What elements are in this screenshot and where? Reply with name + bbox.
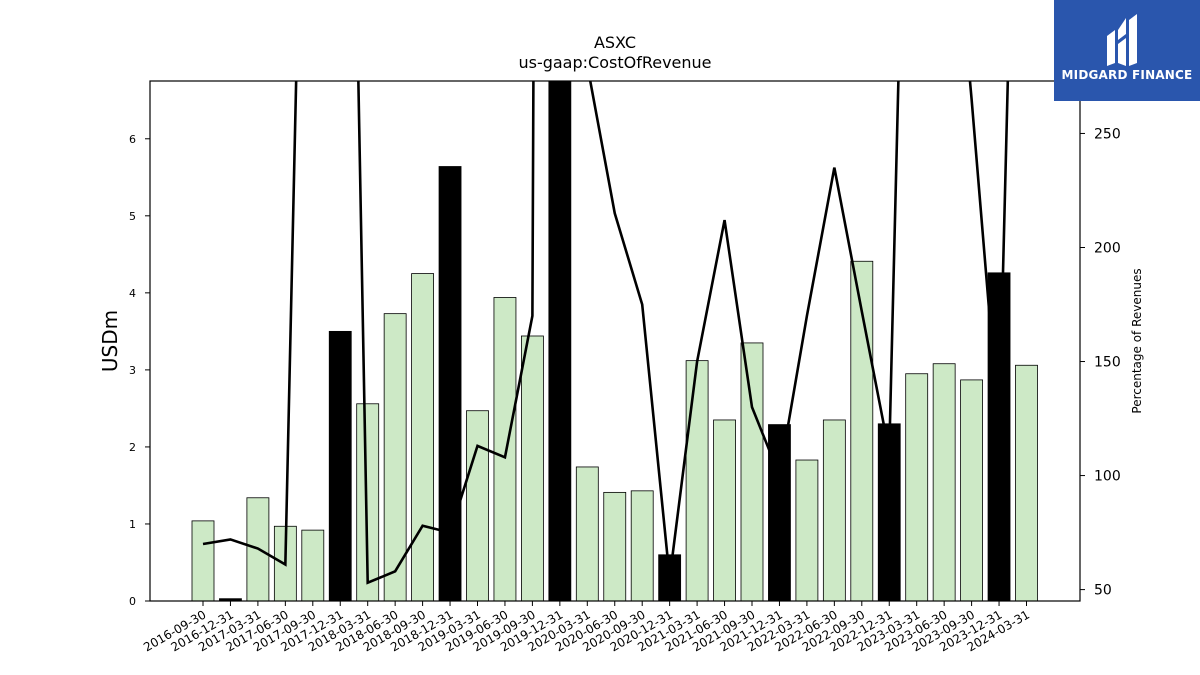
bar-2023-03-31 <box>905 373 929 601</box>
percentage-line <box>202 81 1010 585</box>
chart-subtitle: us-gaap:CostOfRevenue <box>518 53 711 72</box>
bar-2018-03-31 <box>356 403 380 601</box>
bar-2022-03-31 <box>795 459 819 601</box>
bar-2016-12-31 <box>219 598 242 601</box>
bar-2018-09-30 <box>411 273 435 601</box>
y-axis-label: USDm <box>98 310 122 372</box>
y-tick-label: 5 <box>129 210 136 223</box>
bar-2022-06-30 <box>822 419 846 601</box>
bar-2021-09-30 <box>740 342 764 601</box>
y-tick-label: 1 <box>129 518 136 531</box>
bar-2023-06-30 <box>932 363 956 601</box>
x-axis: 2016-09-302016-12-312017-03-312017-06-30… <box>141 601 1032 654</box>
bar-2019-12-31 <box>548 81 572 601</box>
right-axis: 50 100 150 200 250 <box>1080 126 1121 599</box>
bar-2021-03-31 <box>685 360 709 601</box>
logo-text: MIDGARD FINANCE <box>1061 68 1193 82</box>
bar-2019-03-31 <box>466 410 489 601</box>
y2-tick-label: 50 <box>1094 583 1112 599</box>
bar-2020-03-31 <box>575 466 599 601</box>
midgard-finance-logo: MIDGARD FINANCE <box>1054 0 1200 101</box>
bar-2018-06-30 <box>383 313 407 601</box>
bar-2021-06-30 <box>713 419 736 601</box>
y-tick-label: 2 <box>129 441 136 454</box>
bar-2020-06-30 <box>603 491 627 601</box>
bar-2017-09-30 <box>301 529 325 601</box>
y2-tick-label: 100 <box>1094 469 1121 485</box>
bar-2019-09-30 <box>521 335 544 601</box>
y-tick-label: 3 <box>129 364 136 377</box>
bar-2016-09-30 <box>191 520 215 601</box>
bar-2020-09-30 <box>630 490 654 601</box>
y2-tick-label: 250 <box>1094 126 1121 142</box>
bar-2021-12-31 <box>768 424 791 601</box>
bar-2018-12-31 <box>438 166 462 601</box>
midgard-logo-icon <box>1107 14 1137 66</box>
left-axis: 0 1 2 3 4 5 6 <box>129 133 150 608</box>
bar-2023-09-30 <box>960 379 983 601</box>
y-tick-label: 6 <box>129 133 136 146</box>
y2-tick-label: 200 <box>1094 240 1121 256</box>
chart-title: ASXC <box>594 33 636 52</box>
y-tick-label: 0 <box>129 595 136 608</box>
bar-2019-06-30 <box>493 297 517 601</box>
y2-tick-label: 150 <box>1094 355 1121 371</box>
bar-2024-03-31 <box>1015 364 1038 601</box>
y-tick-label: 4 <box>129 287 136 300</box>
y2-axis-label: Percentage of Revenues <box>1130 268 1144 413</box>
bars-group <box>191 81 1038 601</box>
line-group <box>202 81 1010 585</box>
bar-2017-12-31 <box>328 330 352 601</box>
